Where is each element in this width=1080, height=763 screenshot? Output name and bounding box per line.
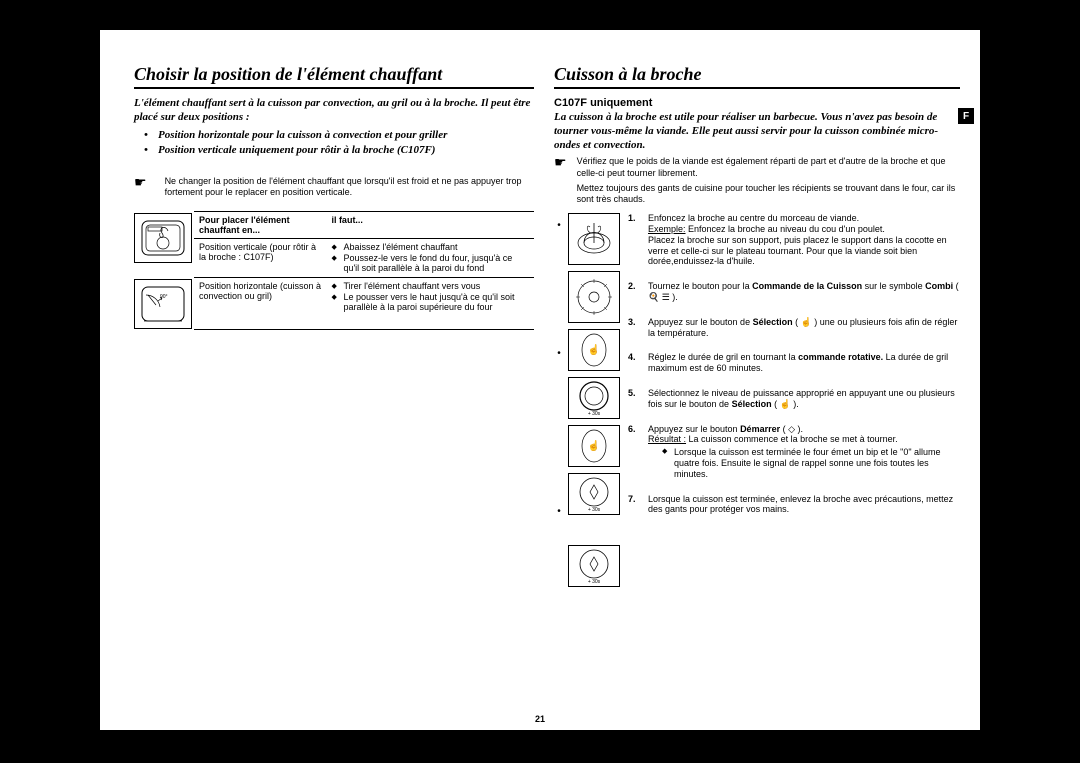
step-6: Appuyez sur le bouton Démarrer ( ◇ ). Ré… bbox=[628, 424, 960, 480]
row2-actions: Tirer l'élément chauffant vers vous Le p… bbox=[331, 281, 529, 312]
row2-action-b: Le pousser vers le haut jusqu'à ce qu'il… bbox=[331, 292, 529, 312]
svg-text:☝: ☝ bbox=[588, 343, 600, 356]
spit-diagram-icon bbox=[568, 213, 620, 265]
step-4: Réglez le durée de gril en tournant la c… bbox=[628, 352, 960, 374]
left-column: Choisir la position de l'élément chauffa… bbox=[134, 64, 534, 720]
svg-text:+ 30s: + 30s bbox=[588, 411, 601, 417]
svg-text:+ 30s: + 30s bbox=[588, 579, 601, 585]
oven-horizontal-diagram: 90° bbox=[134, 279, 192, 329]
select-button-icon: ☝ bbox=[568, 329, 620, 371]
page-number: 21 bbox=[535, 714, 545, 724]
step-2: Tournez le bouton pour la Commande de la… bbox=[628, 281, 960, 303]
select-button-icon: ☝ bbox=[568, 425, 620, 467]
manual-page: F Choisir la position de l'élément chauf… bbox=[100, 30, 980, 730]
left-note-text: Ne changer la position de l'élément chau… bbox=[165, 176, 534, 199]
step1-example-label: Exemple: bbox=[648, 224, 686, 234]
right-note-a: Vérifiez que le poids de la viande est é… bbox=[577, 156, 960, 179]
table-header-desc: Pour placer l'élément chauffant en... bbox=[194, 211, 326, 238]
intro-bullet-1: Position horizontale pour la cuisson à c… bbox=[144, 129, 534, 143]
start-button-icon: + 30s bbox=[568, 545, 620, 587]
note-arrow-icon: ☛ bbox=[134, 174, 147, 192]
oven-vertical-diagram bbox=[134, 213, 192, 263]
step-dots: • • • bbox=[554, 213, 564, 593]
step6-result-label: Résultat : bbox=[648, 434, 686, 444]
cook-dial-icon bbox=[568, 271, 620, 323]
left-section-title: Choisir la position de l'élément chauffa… bbox=[134, 64, 534, 89]
right-note-block: ☛ Vérifiez que le poids de la viande est… bbox=[554, 156, 960, 209]
panel-icons: ☝ + 30s ☝ bbox=[568, 213, 624, 593]
timer-dial-icon: + 30s bbox=[568, 377, 620, 419]
row2-desc: Position horizontale (cuisson à convecti… bbox=[194, 277, 326, 329]
row1-actions: Abaissez l'élément chauffant Poussez-le … bbox=[331, 242, 529, 273]
step-1: Enfoncez la broche au centre du morceau … bbox=[628, 213, 960, 267]
row2-action-a: Tirer l'élément chauffant vers vous bbox=[331, 281, 529, 291]
step6-sub: Lorsque la cuisson est terminée le four … bbox=[662, 447, 960, 479]
row1-action-b: Poussez-le vers le fond du four, jusqu'à… bbox=[331, 253, 529, 273]
model-subtitle: C107F uniquement bbox=[554, 97, 960, 109]
left-note: ☛ Ne changer la position de l'élément ch… bbox=[134, 176, 534, 199]
start-button-icon: + 30s bbox=[568, 473, 620, 515]
left-intro: L'élément chauffant sert à la cuisson pa… bbox=[134, 97, 534, 125]
right-note-b: Mettez toujours des gants de cuisine pou… bbox=[577, 183, 960, 206]
note-arrow-icon: ☛ bbox=[554, 154, 567, 209]
right-column: Cuisson à la broche C107F uniquement La … bbox=[554, 64, 960, 720]
language-tab: F bbox=[958, 108, 974, 124]
steps-list: Enfoncez la broche au centre du morceau … bbox=[628, 213, 960, 593]
table-header-action: il faut... bbox=[326, 211, 534, 238]
intro-bullet-2: Position verticale uniquement pour rôtir… bbox=[144, 144, 534, 158]
svg-text:☝: ☝ bbox=[588, 439, 600, 452]
position-table: Pour placer l'élément chauffant en... il… bbox=[134, 211, 534, 330]
svg-text:+ 30s: + 30s bbox=[588, 507, 601, 513]
right-intro: La cuisson à la broche est utile pour ré… bbox=[554, 111, 960, 152]
right-section-title: Cuisson à la broche bbox=[554, 64, 960, 89]
left-intro-bullets: Position horizontale pour la cuisson à c… bbox=[134, 129, 534, 159]
row1-action-a: Abaissez l'élément chauffant bbox=[331, 242, 529, 252]
step-7: Lorsque la cuisson est terminée, enlevez… bbox=[628, 494, 960, 516]
row1-desc: Position verticale (pour rôtir à la broc… bbox=[194, 238, 326, 277]
step-5: Sélectionnez le niveau de puissance appr… bbox=[628, 388, 960, 410]
step-3: Appuyez sur le bouton de Sélection ( ☝ )… bbox=[628, 317, 960, 339]
